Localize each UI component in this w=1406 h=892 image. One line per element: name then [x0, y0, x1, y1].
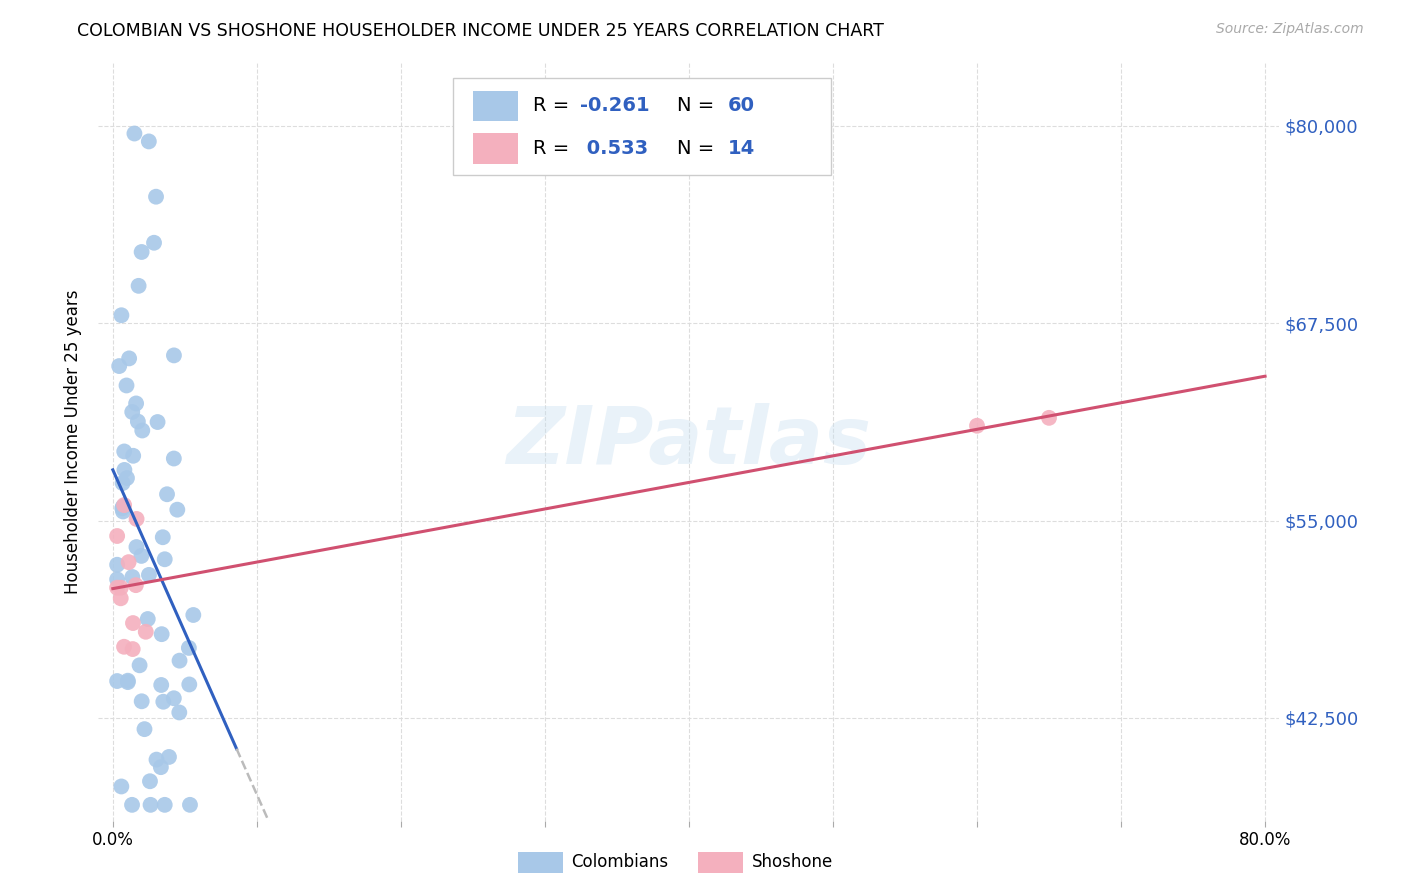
Point: [115, 378, 138, 392]
Point: [149, 760, 172, 774]
Point: [146, 415, 169, 429]
Point: [156, 487, 179, 501]
Point: [112, 640, 135, 654]
Text: Source: ZipAtlas.com: Source: ZipAtlas.com: [1216, 22, 1364, 37]
Point: [125, 396, 148, 410]
Point: [105, 673, 128, 688]
Point: [150, 678, 173, 692]
Point: [138, 135, 160, 149]
Point: [105, 529, 128, 543]
Point: [139, 774, 162, 789]
Point: [121, 405, 143, 419]
Point: [112, 498, 135, 512]
Point: [111, 504, 134, 518]
Text: Shoshone: Shoshone: [752, 854, 832, 871]
Point: [121, 570, 143, 584]
Point: [163, 691, 186, 706]
Point: [117, 555, 139, 569]
Point: [122, 449, 145, 463]
Text: R =: R =: [533, 96, 575, 115]
Text: 0.533: 0.533: [581, 139, 648, 158]
Point: [181, 607, 204, 622]
Point: [163, 451, 186, 466]
Point: [166, 502, 188, 516]
Point: [127, 415, 149, 429]
Point: [152, 695, 174, 709]
Text: COLOMBIAN VS SHOSHONE HOUSEHOLDER INCOME UNDER 25 YEARS CORRELATION CHART: COLOMBIAN VS SHOSHONE HOUSEHOLDER INCOME…: [77, 22, 884, 40]
Point: [125, 512, 148, 526]
Point: [169, 706, 191, 720]
FancyBboxPatch shape: [472, 133, 517, 163]
Point: [131, 244, 153, 259]
Point: [131, 549, 153, 563]
Point: [124, 127, 146, 141]
Point: [135, 624, 157, 639]
Text: R =: R =: [533, 139, 575, 158]
Point: [138, 567, 160, 582]
Text: 60: 60: [728, 96, 755, 115]
Point: [125, 540, 148, 554]
Point: [143, 235, 166, 250]
Point: [177, 640, 200, 655]
Point: [157, 750, 180, 764]
Point: [105, 573, 128, 587]
Point: [966, 418, 988, 433]
Point: [131, 424, 153, 438]
FancyBboxPatch shape: [453, 78, 831, 175]
Point: [111, 500, 134, 514]
Point: [112, 444, 135, 458]
Text: Colombians: Colombians: [571, 854, 668, 871]
Point: [108, 359, 131, 373]
Point: [125, 578, 148, 592]
Point: [110, 581, 132, 595]
FancyBboxPatch shape: [472, 91, 517, 121]
Text: N =: N =: [678, 96, 721, 115]
Point: [128, 658, 150, 673]
Point: [122, 616, 145, 631]
Point: [110, 308, 132, 322]
Point: [139, 797, 162, 812]
Y-axis label: Householder Income Under 25 years: Householder Income Under 25 years: [65, 289, 83, 594]
Point: [152, 530, 174, 544]
Text: ZIPatlas: ZIPatlas: [506, 402, 872, 481]
Point: [111, 476, 134, 491]
Point: [150, 627, 173, 641]
Point: [121, 642, 143, 657]
Point: [111, 501, 134, 516]
Point: [134, 722, 156, 736]
Point: [163, 348, 186, 362]
Point: [110, 591, 132, 606]
Point: [153, 552, 176, 566]
Point: [169, 654, 191, 668]
FancyBboxPatch shape: [517, 852, 562, 873]
Point: [179, 677, 201, 691]
Point: [112, 463, 135, 477]
Point: [1038, 410, 1060, 425]
Point: [136, 612, 159, 626]
Point: [145, 753, 167, 767]
Point: [105, 558, 128, 572]
Point: [145, 190, 167, 204]
Point: [121, 797, 143, 812]
Point: [115, 471, 138, 485]
Point: [118, 351, 141, 366]
Point: [117, 675, 139, 690]
Text: N =: N =: [678, 139, 721, 158]
FancyBboxPatch shape: [699, 852, 744, 873]
Point: [110, 780, 132, 794]
Point: [128, 278, 150, 293]
Point: [105, 581, 128, 595]
Point: [153, 797, 176, 812]
Text: -0.261: -0.261: [581, 96, 650, 115]
Point: [131, 694, 153, 708]
Text: 14: 14: [728, 139, 755, 158]
Point: [179, 797, 201, 812]
Point: [117, 673, 139, 688]
